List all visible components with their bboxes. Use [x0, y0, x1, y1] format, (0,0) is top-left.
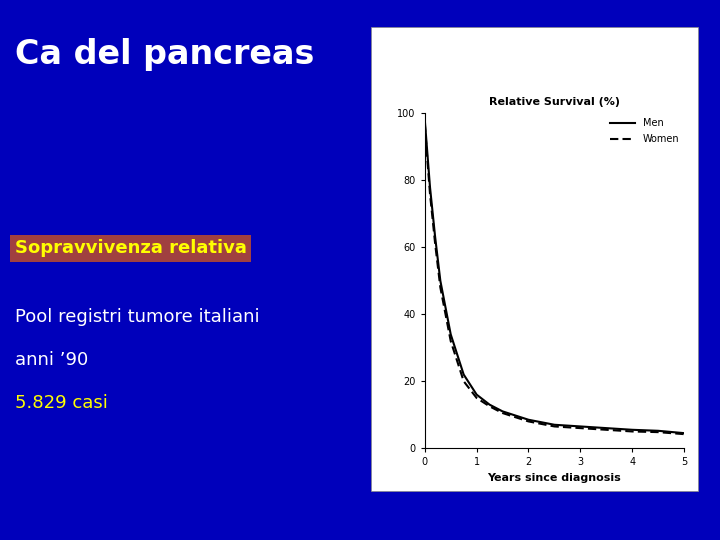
Women — [654, 429, 662, 435]
Men — [459, 372, 468, 378]
Men — [680, 430, 688, 436]
Text: Sopravvivenza relativa: Sopravvivenza relativa — [15, 239, 247, 258]
Text: 5.829 casi: 5.829 casi — [15, 394, 108, 412]
Line: Women: Women — [425, 124, 684, 434]
Men — [602, 425, 611, 431]
Women — [423, 157, 432, 164]
Women — [524, 418, 533, 424]
Text: Ca del pancreas: Ca del pancreas — [15, 38, 315, 71]
Men — [550, 422, 559, 428]
Text: Pool registri tumore italiani: Pool registri tumore italiani — [15, 308, 260, 326]
Men — [524, 416, 533, 423]
Women — [498, 410, 507, 416]
Women — [680, 431, 688, 437]
Men — [576, 423, 585, 430]
Men — [654, 428, 662, 434]
Women — [436, 284, 445, 291]
Women — [431, 241, 439, 247]
Men — [485, 401, 494, 408]
Women — [459, 378, 468, 384]
Men — [423, 150, 432, 157]
Legend: Men, Women: Men, Women — [611, 118, 679, 144]
Men — [446, 331, 455, 338]
Women — [602, 427, 611, 433]
Men — [472, 392, 481, 398]
Women — [550, 423, 559, 430]
Men — [628, 427, 636, 433]
Women — [472, 395, 481, 401]
Women — [628, 428, 636, 435]
Men — [426, 184, 434, 190]
Women — [420, 120, 429, 127]
Women — [426, 191, 434, 197]
X-axis label: Years since diagnosis: Years since diagnosis — [487, 473, 621, 483]
Men — [436, 278, 445, 284]
Men — [498, 408, 507, 415]
Women — [485, 403, 494, 409]
Women — [576, 425, 585, 431]
Text: anni ’90: anni ’90 — [15, 351, 89, 369]
Men — [420, 117, 429, 123]
Title: Relative Survival (%): Relative Survival (%) — [489, 97, 620, 107]
Men — [431, 234, 439, 240]
Women — [446, 338, 455, 345]
Line: Men: Men — [425, 120, 684, 433]
